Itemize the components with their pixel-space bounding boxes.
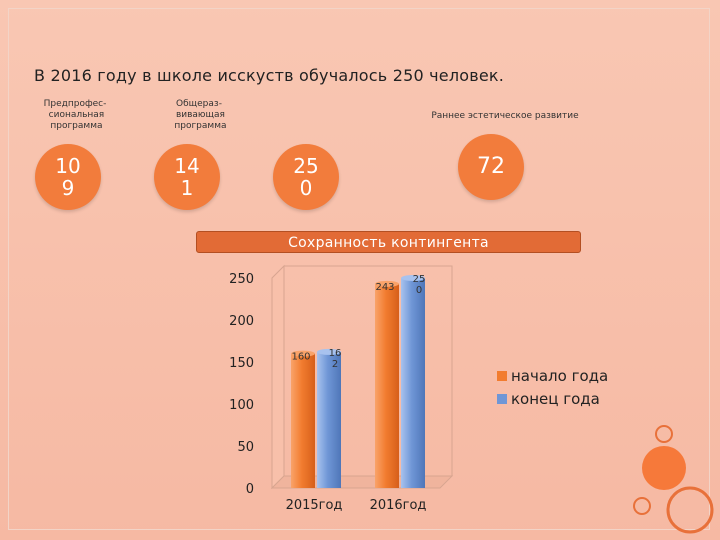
chart-title: Сохранность контингента (196, 231, 581, 253)
stat-label-professional: Предпрофес- сиональная программа (43, 99, 107, 131)
slide-frame (8, 8, 710, 530)
x-tick-label: 2016год (370, 498, 427, 513)
y-tick-label: 0 (246, 482, 254, 497)
bar-конец-года-2016год (401, 278, 425, 488)
chart-side-wall (271, 264, 285, 490)
y-tick-label: 250 (229, 272, 254, 287)
legend-swatch (497, 394, 507, 404)
data-label: 25 0 (413, 274, 426, 296)
bar-top-2016год-0 (375, 280, 399, 287)
stat-circle-total: 25 0 (273, 144, 339, 210)
y-tick-label: 50 (237, 440, 254, 455)
bar-top-2015год-1 (317, 348, 341, 355)
x-tick-label: 2015год (286, 498, 343, 513)
legend-label: начало года (511, 367, 608, 385)
y-tick-label: 200 (229, 314, 254, 329)
bar-начало-года-2016год (375, 283, 399, 488)
y-tick-label: 100 (229, 398, 254, 413)
data-label: 160 (291, 352, 310, 363)
stat-label-early: Раннее эстетическое развитие (431, 111, 579, 121)
stat-circle-professional: 10 9 (35, 144, 101, 210)
bar-конец-года-2015год (317, 351, 341, 488)
data-label: 243 (375, 282, 394, 293)
stat-label-general: Общераз- вивающая программа (174, 99, 227, 131)
data-label: 16 2 (329, 348, 342, 370)
bar-top-2016год-1 (401, 275, 425, 281)
y-tick-label: 150 (229, 356, 254, 371)
legend-swatch (497, 371, 507, 381)
stat-circle-general: 14 1 (154, 144, 220, 210)
bar-top-2015год-0 (291, 350, 315, 357)
header-text: В 2016 году в школе исскуств обучалось 2… (34, 66, 505, 85)
legend-label: конец года (511, 390, 600, 408)
bar-начало-года-2015год (291, 353, 315, 488)
stat-circle-early: 72 (458, 134, 524, 200)
